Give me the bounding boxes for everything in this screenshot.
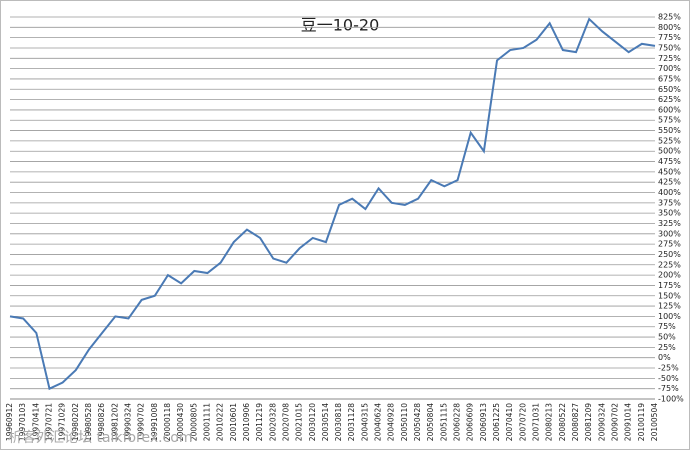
y-tick-label: 700%: [658, 64, 681, 73]
chart-title: 豆一10-20: [301, 16, 380, 35]
y-tick-label: 100%: [658, 312, 681, 321]
x-tick-label: 20030818: [334, 403, 343, 441]
y-tick-label: 0%: [658, 353, 671, 362]
y-tick-label: 75%: [658, 322, 676, 331]
y-tick-label: 275%: [658, 240, 681, 249]
y-tick-label: 525%: [658, 136, 681, 145]
x-tick-label: 20010906: [242, 403, 251, 441]
x-tick-label: 20090702: [611, 403, 620, 441]
y-tick-label: -50%: [658, 374, 679, 383]
x-tick-label: 20030120: [308, 403, 317, 441]
y-tick-label: 225%: [658, 260, 681, 269]
y-tick-label: 350%: [658, 209, 681, 218]
y-tick-label: 175%: [658, 281, 681, 290]
x-tick-label: 19981202: [110, 403, 119, 441]
y-tick-label: -100%: [658, 395, 684, 404]
x-tick-label: 20010601: [229, 403, 238, 441]
y-tick-label: 550%: [658, 126, 681, 135]
x-tick-label: 20050110: [400, 403, 409, 441]
x-tick-label: 19980202: [71, 403, 80, 441]
x-tick-label: 20061225: [492, 403, 501, 441]
y-tick-label: 475%: [658, 157, 681, 166]
x-tick-label: 20060609: [466, 403, 475, 441]
x-tick-label: 20030514: [321, 403, 330, 441]
x-tick-label: 20000118: [163, 403, 172, 441]
x-tick-label: 19990702: [137, 403, 146, 441]
x-tick-label: 20071031: [532, 403, 541, 441]
x-tick-label: 20070410: [505, 403, 514, 441]
y-tick-label: -25%: [658, 364, 679, 373]
y-tick-label: 675%: [658, 74, 681, 83]
x-tick-label: 20080827: [571, 403, 580, 441]
x-tick-label: 20100504: [650, 403, 659, 441]
y-tick-label: 375%: [658, 198, 681, 207]
x-tick-label: 20031128: [347, 403, 356, 441]
x-tick-label: 19971029: [58, 403, 67, 441]
x-tick-label: 20100119: [637, 403, 646, 441]
y-tick-label: 150%: [658, 291, 681, 300]
y-tick-label: 750%: [658, 43, 681, 52]
x-tick-label: 19990324: [123, 403, 132, 441]
x-tick-label: 20080213: [545, 403, 554, 441]
x-tick-label: 20050428: [413, 403, 422, 441]
x-tick-label: 19960912: [5, 403, 14, 441]
y-tick-label: 500%: [658, 147, 681, 156]
y-tick-label: 325%: [658, 219, 681, 228]
y-tick-label: 725%: [658, 54, 681, 63]
x-tick-label: 20080522: [558, 403, 567, 441]
x-tick-label: 20060913: [479, 403, 488, 441]
data-line: [9, 17, 656, 391]
x-tick-label: 19980826: [97, 403, 106, 441]
y-tick-label: 625%: [658, 95, 681, 104]
x-tick-label: 20070720: [518, 403, 527, 441]
y-tick-label: 650%: [658, 85, 681, 94]
x-tick-label: 20040928: [387, 403, 396, 441]
y-tick-label: 200%: [658, 271, 681, 280]
x-tick-label: 20081209: [584, 403, 593, 441]
x-tick-label: 20010222: [216, 403, 225, 441]
x-tick-label: 20050804: [426, 403, 435, 441]
x-tick-label: 19970721: [44, 403, 53, 441]
y-tick-label: 125%: [658, 302, 681, 311]
x-tick-label: 20040315: [360, 403, 369, 441]
x-tick-label: 20021015: [295, 403, 304, 441]
x-tick-label: 20020708: [281, 403, 290, 441]
x-tick-label: 19970103: [18, 403, 27, 441]
y-tick-label: 25%: [658, 343, 676, 352]
x-tick-label: 20051115: [439, 403, 448, 441]
x-tick-label: 19970414: [31, 403, 40, 441]
y-tick-label: 600%: [658, 105, 681, 114]
watermark: 析客外汇论坛 talkforex.com: [8, 429, 192, 446]
x-tick-label: 19991008: [150, 403, 159, 441]
x-tick-label: 19980528: [84, 403, 93, 441]
y-tick-label: 300%: [658, 229, 681, 238]
x-tick-label: 20091014: [624, 403, 633, 441]
x-tick-label: 20060228: [453, 403, 462, 441]
y-tick-label: 575%: [658, 116, 681, 125]
y-tick-label: 50%: [658, 333, 676, 342]
x-tick-label: 20011219: [255, 403, 264, 441]
x-tick-label: 20001111: [202, 403, 211, 441]
y-tick-label: 250%: [658, 250, 681, 259]
y-tick-label: 450%: [658, 167, 681, 176]
y-tick-label: 400%: [658, 188, 681, 197]
x-tick-label: 20000430: [176, 403, 185, 441]
x-tick-label: 20000805: [189, 403, 198, 441]
x-tick-label: 20020328: [268, 403, 277, 441]
x-tick-label: 20040624: [374, 403, 383, 441]
y-tick-label: 800%: [658, 23, 681, 32]
x-tick-label: 20090324: [597, 403, 606, 441]
y-tick-label: 425%: [658, 178, 681, 187]
y-tick-label: 775%: [658, 33, 681, 42]
y-tick-label: -75%: [658, 384, 679, 393]
y-tick-label: 825%: [658, 13, 681, 22]
